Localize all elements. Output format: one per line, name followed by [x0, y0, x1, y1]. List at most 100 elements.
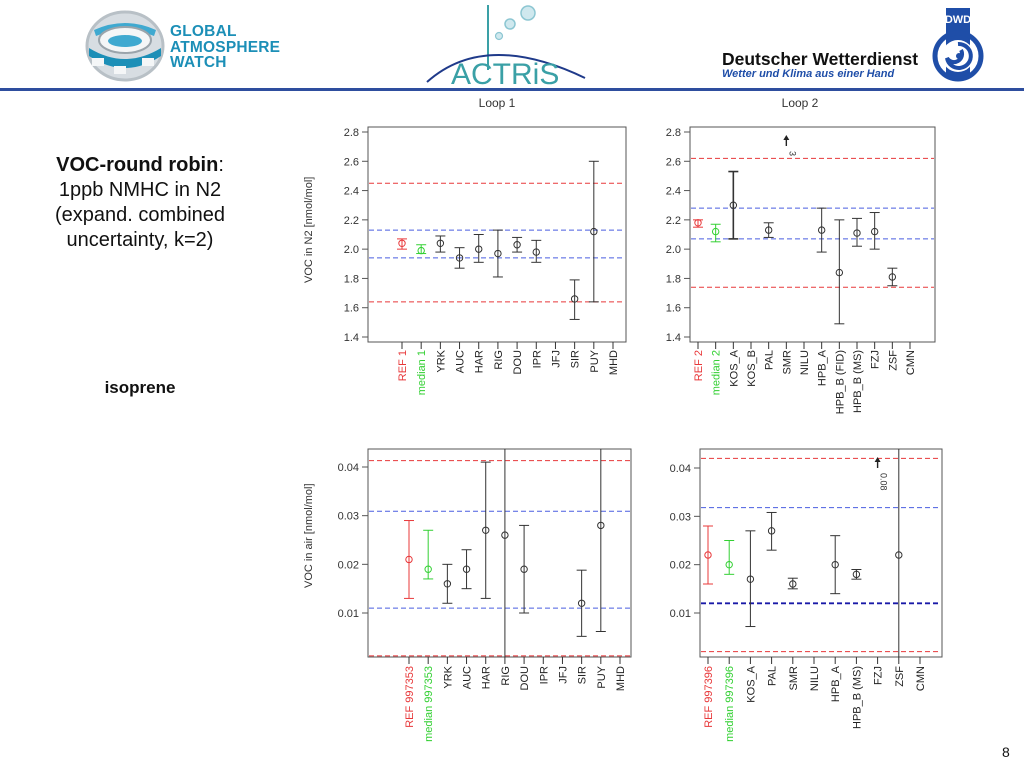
title-bold: VOC-round robin [56, 154, 219, 176]
header-divider [0, 88, 1024, 91]
x-tick-label: MHD [608, 350, 620, 375]
x-tick-label: median 997396 [724, 666, 736, 742]
data-point [436, 239, 445, 247]
gaw-logo-text: GLOBAL ATMOSPHERE WATCH [170, 24, 280, 71]
gaw-line-2: ATMOSPHERE [170, 38, 281, 56]
x-tick-label: MHD [615, 666, 627, 691]
dwd-wordmark: Deutscher Wetterdienst Wetter und Klima … [722, 50, 918, 80]
y-axis-label: VOC in N2 [nmol/mol] [303, 177, 315, 283]
data-point [482, 526, 490, 534]
y-axis-label: VOC in air [nmol/mol] [303, 483, 315, 588]
compound-label: isoprene [104, 378, 176, 397]
plot-frame [367, 448, 632, 658]
y-tick-label: 2.8 [666, 127, 681, 139]
data-point [501, 531, 509, 539]
y-tick-label: 1.8 [666, 273, 681, 285]
data-point [704, 551, 712, 559]
y-tick-label: 2.8 [344, 127, 359, 139]
y-tick-label: 2.2 [666, 215, 681, 227]
y-tick-label: 0.03 [670, 511, 691, 523]
y-tick-label: 0.03 [338, 511, 359, 523]
data-point [725, 560, 733, 569]
data-point [405, 555, 413, 564]
dwd-subtitle: Wetter und Klima aus einer Hand [722, 68, 895, 80]
dwd-badge-text: DWD [945, 14, 971, 26]
chart-title: Loop 1 [479, 96, 516, 110]
x-tick-label: PUY [589, 349, 601, 372]
title-line-2: (expand. combined [54, 204, 226, 226]
page-number: 8 [1002, 744, 1010, 760]
x-tick-label: RIG [493, 350, 505, 370]
off-scale-label: 3 [787, 151, 797, 156]
plot-frame [699, 448, 943, 658]
y-tick-label: 1.8 [344, 273, 359, 285]
y-tick-label: 2.6 [344, 156, 359, 168]
data-point [853, 229, 861, 237]
x-tick-label: PAL [767, 666, 779, 686]
data-point [789, 580, 797, 588]
data-point [424, 565, 432, 573]
data-point [513, 241, 521, 249]
y-tick-label: 0.02 [670, 560, 691, 572]
data-point [852, 570, 861, 579]
y-tick-label: 1.6 [666, 303, 681, 315]
slide-title: VOC-round robin: 1ppb NMHC in N2 (expand… [10, 153, 270, 253]
data-point [398, 239, 406, 247]
dwd-title: Deutscher Wetterdienst [722, 49, 919, 69]
data-point [746, 575, 755, 583]
data-point [462, 565, 471, 573]
title-line-3: uncertainty, k=2) [66, 229, 214, 251]
x-tick-label: REF 997396 [703, 666, 715, 728]
data-point [711, 227, 720, 236]
x-tick-label: DOU [519, 666, 531, 691]
chart-title: Loop 2 [782, 96, 819, 110]
off-scale-arrowhead [783, 135, 790, 140]
gaw-line-3: WATCH [170, 54, 227, 71]
off-scale-arrowhead [874, 457, 881, 462]
data-point [475, 245, 483, 253]
y-tick-label: 1.4 [666, 332, 681, 344]
y-tick-label: 2.0 [344, 244, 359, 256]
data-point [443, 580, 452, 588]
data-point [888, 273, 897, 281]
x-tick-label: PUY [596, 665, 608, 688]
y-tick-label: 0.02 [338, 559, 359, 571]
data-point [520, 565, 528, 573]
y-tick-label: 2.2 [344, 215, 359, 227]
x-tick-label: NILU [809, 666, 821, 691]
x-tick-label: SIR [577, 666, 589, 684]
x-tick-label: KOS_A [745, 665, 757, 702]
x-tick-label: JFJ [557, 666, 569, 684]
x-tick-label: YRK [442, 665, 454, 688]
x-tick-label: AUC [462, 666, 474, 689]
x-tick-label: HPB_B (FID) [834, 350, 846, 414]
gaw-line-1: GLOBAL [170, 23, 237, 40]
x-tick-label: median 1 [416, 350, 428, 395]
actris-logo-text: ACTRiS [451, 58, 559, 88]
y-tick-label: 0.01 [670, 608, 691, 620]
off-scale-label: 0.08 [879, 473, 889, 491]
y-tick-label: 1.6 [344, 303, 359, 315]
x-tick-label: HAR [481, 666, 493, 689]
data-point [597, 521, 605, 530]
y-tick-label: 1.4 [344, 332, 359, 344]
data-point [831, 560, 839, 569]
x-tick-label: FZJ [870, 350, 882, 369]
x-tick-label: HPB_A [817, 349, 829, 386]
data-point [764, 226, 773, 234]
data-point [895, 551, 903, 559]
x-tick-label: JFJ [550, 350, 562, 368]
x-tick-label: SMR [788, 666, 800, 691]
x-tick-label: IPR [538, 666, 550, 684]
data-point [455, 254, 464, 262]
plot-frame [367, 126, 627, 343]
data-point [817, 226, 826, 234]
x-tick-label: IPR [531, 350, 543, 368]
y-tick-label: 2.0 [666, 244, 681, 256]
y-tick-label: 0.04 [338, 462, 359, 474]
data-point [417, 246, 425, 255]
data-point [590, 227, 598, 236]
y-tick-label: 0.04 [670, 463, 691, 475]
title-line-1: 1ppb NMHC in N2 [58, 179, 222, 201]
